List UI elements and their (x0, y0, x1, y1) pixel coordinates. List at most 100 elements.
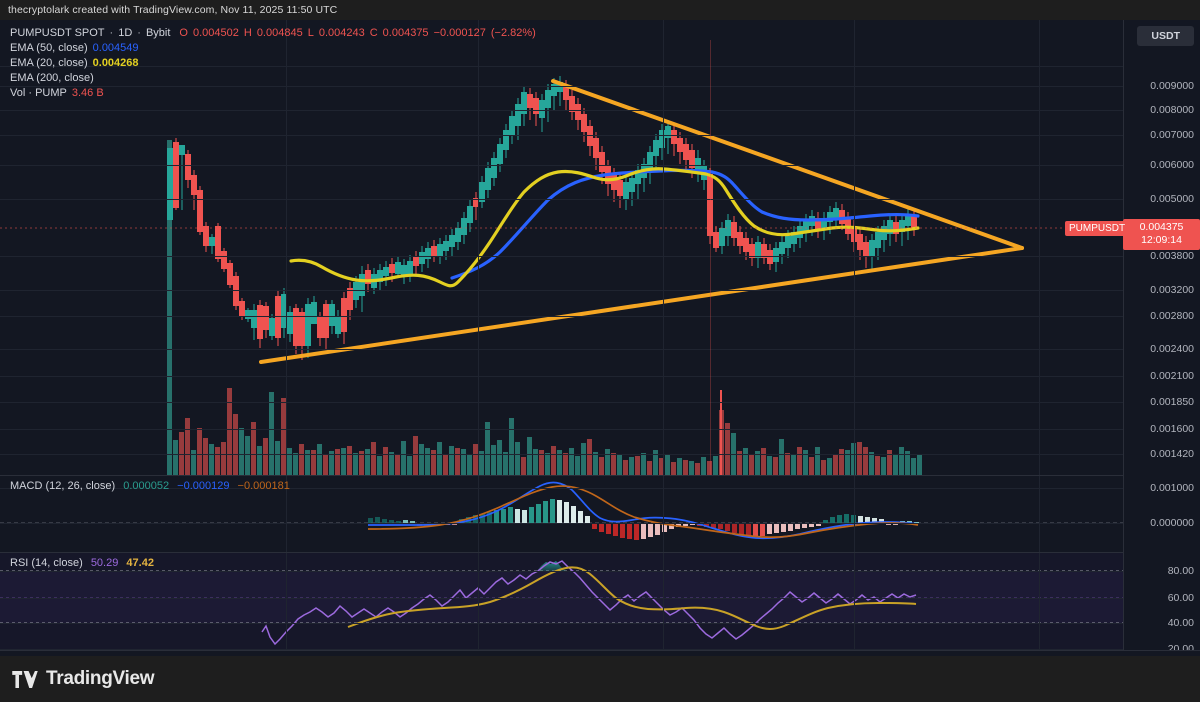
legend-interval[interactable]: 1D (118, 27, 133, 39)
ohlc-close-value: 0.004375 (382, 27, 429, 39)
ohlc-high-label: H (243, 27, 252, 39)
rsi-ma-line (347, 566, 917, 630)
volume-bars (167, 140, 922, 475)
gridline-h (0, 429, 1123, 430)
legend-ema200-row[interactable]: EMA (200, close) (10, 71, 536, 85)
gridline-h (0, 649, 1123, 650)
gridline-h (0, 454, 1123, 455)
price-axis-label: 0.008000 (1150, 104, 1194, 116)
candlesticks (167, 76, 917, 360)
rsi-legend[interactable]: RSI (14, close) 50.29 47.42 (10, 557, 154, 569)
legend-symbol[interactable]: PUMPUSDT SPOT (10, 27, 105, 39)
price-axis-label: 0.001000 (1150, 482, 1194, 494)
gridline-h (0, 165, 1123, 166)
legend-sep: · (137, 27, 141, 39)
chart-container[interactable]: PUMPUSDT SPOT · 1D · Bybit O 0.004502 H 0.… (0, 20, 1200, 676)
gridline-h (0, 110, 1123, 111)
trendline-group (259, 79, 1024, 364)
panel-separator[interactable] (0, 552, 1200, 553)
price-axis-label: 0.005000 (1150, 193, 1194, 205)
gridline-h (0, 256, 1123, 257)
gridline-h (0, 66, 1123, 67)
legend-ema50-label: EMA (50, close) (10, 42, 88, 54)
current-price-value: 0.004375 (1139, 221, 1184, 233)
gridline-h (0, 316, 1123, 317)
price-axis-label: 0.003200 (1150, 284, 1194, 296)
rsi-axis-label: 40.00 (1167, 617, 1194, 629)
footer-bar: TradingView (0, 656, 1200, 702)
legend-volume-row[interactable]: Vol · PUMP 3.46 B (10, 86, 536, 100)
ohlc-open-value: 0.004502 (192, 27, 239, 39)
rsi-value: 50.29 (90, 557, 119, 569)
rsi-ma-value: 47.42 (126, 557, 154, 569)
ohlc-low-value: 0.004243 (318, 27, 365, 39)
ema50-line (450, 168, 920, 280)
legend-volume-label: Vol · PUMP (10, 87, 67, 99)
price-axis-label: 0.009000 (1150, 80, 1194, 92)
gridline-h (0, 135, 1123, 136)
gridline-v (854, 20, 855, 650)
price-axis[interactable]: USDT 0.009000 0.008000 0.007000 0.006000… (1123, 20, 1200, 656)
gridline-h (0, 402, 1123, 403)
support-trendline (259, 246, 1024, 364)
price-axis-label: 0.007000 (1150, 129, 1194, 141)
legend-volume-value: 3.46 B (71, 87, 104, 99)
attribution-text: thecryptolark created with TradingView.c… (8, 4, 338, 16)
price-axis-label: 0.000000 (1150, 517, 1194, 529)
chart-legend[interactable]: PUMPUSDT SPOT · 1D · Bybit O 0.004502 H 0.… (10, 26, 536, 101)
macd-signal-value: −0.000181 (237, 480, 290, 492)
legend-exchange[interactable]: Bybit (145, 27, 171, 39)
gridline-v (1039, 20, 1040, 650)
legend-ema50-value: 0.004549 (92, 42, 139, 54)
gridline-h (0, 523, 1123, 524)
current-price-tag[interactable]: 0.004375 12:09:14 (1123, 219, 1200, 250)
attribution-bar: thecryptolark created with TradingView.c… (0, 0, 1200, 20)
bar-countdown: 12:09:14 (1141, 234, 1182, 246)
gridline-h (0, 488, 1123, 489)
gridline-h (0, 349, 1123, 350)
price-chart-svg (0, 76, 1123, 650)
resistance-trendline (551, 79, 1024, 250)
macd-legend[interactable]: MACD (12, 26, close) 0.000052 −0.000129 … (10, 480, 290, 492)
legend-symbol-row[interactable]: PUMPUSDT SPOT · 1D · Bybit O 0.004502 H 0.… (10, 26, 536, 40)
gridline-h (0, 571, 1123, 572)
ohlc-change: −0.000127 (433, 27, 486, 39)
price-axis-label: 0.006000 (1150, 159, 1194, 171)
macd-line-value: −0.000129 (177, 480, 230, 492)
price-axis-label: 0.001850 (1150, 396, 1194, 408)
gridline-v (663, 20, 664, 650)
macd-hist-value: 0.000052 (123, 480, 170, 492)
symbol-price-tag[interactable]: PUMPUSDT (1065, 221, 1130, 236)
gridline-h (0, 598, 1123, 599)
rsi-axis-label: 80.00 (1167, 565, 1194, 577)
gridline-h (0, 290, 1123, 291)
ema20-line (289, 167, 920, 288)
price-axis-label: 0.003800 (1150, 250, 1194, 262)
plot-area[interactable] (0, 20, 1123, 656)
ohlc-close-label: C (369, 27, 378, 39)
gridline-v (478, 20, 479, 650)
gridline-v (286, 20, 287, 650)
price-axis-label: 0.002400 (1150, 343, 1194, 355)
price-axis-label: 0.001600 (1150, 423, 1194, 435)
macd-title: MACD (12, 26, close) (10, 480, 116, 492)
tradingview-wordmark: TradingView (46, 668, 155, 689)
legend-ema50-row[interactable]: EMA (50, close) 0.004549 (10, 41, 536, 55)
rsi-line (261, 560, 917, 646)
rsi-axis-label: 60.00 (1167, 592, 1194, 604)
legend-ema20-label: EMA (20, close) (10, 57, 88, 69)
legend-ema20-value: 0.004268 (92, 57, 139, 69)
gridline-h (0, 86, 1123, 87)
currency-tag[interactable]: USDT (1137, 26, 1194, 46)
ohlc-change-pct: (−2.82%) (490, 27, 536, 39)
ohlc-high-value: 0.004845 (256, 27, 303, 39)
rsi-title: RSI (14, close) (10, 557, 83, 569)
legend-ema20-row[interactable]: EMA (20, close) 0.004268 (10, 56, 536, 70)
legend-ema200-label: EMA (200, close) (10, 72, 94, 84)
ohlc-low-label: L (307, 27, 314, 39)
price-axis-label: 0.001420 (1150, 448, 1194, 460)
panel-separator[interactable] (0, 475, 1200, 476)
gridline-h (0, 376, 1123, 377)
gridline-h (0, 199, 1123, 200)
